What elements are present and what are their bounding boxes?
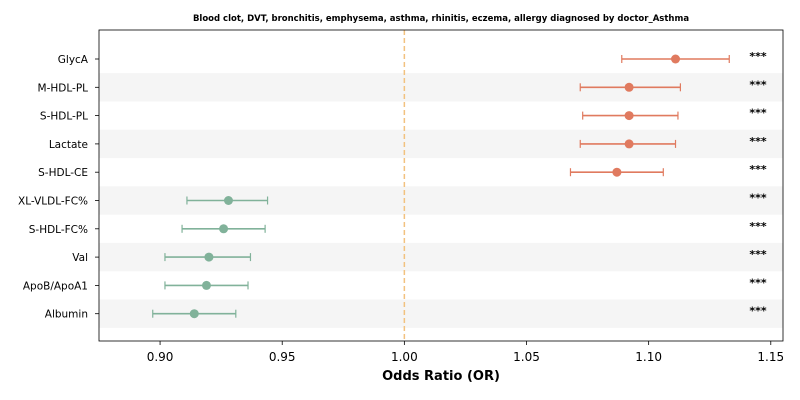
significance-label: *** (749, 220, 767, 233)
odds-ratio-point (624, 82, 634, 92)
data-marks (152, 54, 730, 319)
y-tick-label: Albumin (45, 309, 88, 321)
significance-label: *** (749, 50, 767, 63)
x-axis-label: Odds Ratio (OR) (382, 369, 500, 384)
odds-ratio-point (671, 54, 681, 64)
significance-label: *** (749, 248, 767, 261)
axes (98, 29, 784, 342)
significance-label: *** (749, 276, 767, 289)
significance-labels: *** *** *** *** *** *** *** *** *** *** (749, 50, 767, 318)
x-tick-label: 1.10 (635, 350, 662, 364)
significance-label: *** (749, 305, 767, 318)
x-tick-label: 1.00 (391, 350, 418, 364)
odds-ratio-point (189, 309, 199, 319)
row-band (99, 129, 783, 159)
y-tick-label: S-HDL-FC% (29, 224, 88, 236)
significance-label: *** (749, 163, 767, 176)
odds-ratio-point (201, 280, 211, 290)
x-axis-ticks: 0.90 0.95 1.00 1.05 1.10 1.15 (147, 341, 784, 364)
y-tick-label: Lactate (49, 139, 88, 151)
significance-label: *** (749, 192, 767, 205)
x-tick-label: 0.95 (269, 350, 296, 364)
y-tick-label: GlycA (58, 54, 89, 66)
odds-ratio-point (624, 111, 634, 121)
y-tick-label: S-HDL-CE (38, 167, 88, 179)
odds-ratio-point (204, 252, 214, 262)
y-tick-label: ApoB/ApoA1 (23, 280, 88, 292)
significance-label: *** (749, 107, 767, 120)
significance-label: *** (749, 135, 767, 148)
chart-title: Blood clot, DVT, bronchitis, emphysema, … (193, 14, 689, 24)
odds-ratio-point (624, 139, 634, 149)
y-tick-label: Val (72, 252, 88, 264)
y-tick-label: M-HDL-PL (38, 82, 89, 94)
odds-ratio-point (223, 196, 233, 205)
significance-label: *** (749, 78, 767, 91)
odds-ratio-point (612, 167, 622, 177)
odds-ratio-point (219, 224, 229, 234)
plot-frame (98, 29, 784, 342)
x-tick-label: 1.05 (513, 350, 540, 364)
x-tick-label: 0.90 (147, 350, 174, 364)
y-tick-label: S-HDL-PL (40, 111, 88, 123)
x-tick-label: 1.15 (757, 350, 784, 364)
y-tick-label: XL-VLDL-FC% (18, 196, 88, 208)
y-axis-labels: GlycA M-HDL-PL S-HDL-PL Lactate S-HDL-CE XL-V… (18, 54, 99, 321)
